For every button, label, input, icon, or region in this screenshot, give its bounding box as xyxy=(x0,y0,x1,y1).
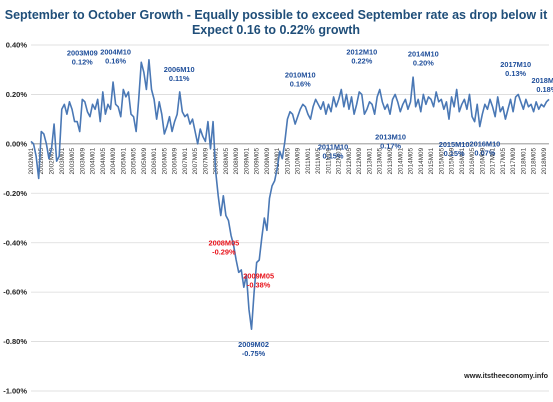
x-tick-label: 2015M01 xyxy=(428,147,435,174)
x-tick-label: 2016M05 xyxy=(469,147,476,174)
x-axis-ticks: 2002M01 2002M05 2002M09 2003M01 2003M05 2003M… xyxy=(28,147,548,174)
x-tick-label: 2017M05 xyxy=(500,147,507,174)
annotation-label: 2009M02 xyxy=(238,340,269,349)
annotation-label: 2014M10 xyxy=(408,49,439,58)
y-tick-label: 0.40% xyxy=(6,41,28,50)
x-tick-label: 2018M01 xyxy=(520,147,527,174)
series-line xyxy=(30,59,550,331)
x-tick-label: 2006M01 xyxy=(151,147,158,174)
x-tick-label: 2003M05 xyxy=(69,147,76,174)
x-tick-label: 2016M09 xyxy=(479,147,486,174)
x-tick-label: 2014M01 xyxy=(397,147,404,174)
annotation-label: 2013M10 xyxy=(375,132,406,141)
annotation-value: 0.11% xyxy=(169,74,190,83)
x-tick-label: 2005M05 xyxy=(131,147,138,174)
x-tick-label: 2006M05 xyxy=(161,147,168,174)
annotation-value: -0.75% xyxy=(242,349,266,358)
x-tick-label: 2008M05 xyxy=(223,147,230,174)
x-tick-label: 2002M09 xyxy=(49,147,56,174)
x-tick-label: 2006M09 xyxy=(172,147,179,174)
annotation-label: 2017M10 xyxy=(500,60,531,69)
x-tick-label: 2009M09 xyxy=(264,147,271,174)
series-group xyxy=(30,59,550,331)
annotation-label: 2003M09 xyxy=(67,48,98,57)
x-tick-label: 2016M01 xyxy=(459,147,466,174)
x-tick-label: 2002M05 xyxy=(38,147,45,174)
x-tick-label: 2007M09 xyxy=(202,147,209,174)
chart-subtitle: Expect 0.16 to 0.22% growth xyxy=(192,23,360,37)
y-tick-label: -0.20% xyxy=(3,189,27,198)
x-tick-label: 2009M05 xyxy=(254,147,261,174)
x-tick-label: 2015M05 xyxy=(438,147,445,174)
x-tick-label: 2014M09 xyxy=(418,147,425,174)
annotation-value: 0.07% xyxy=(474,148,495,157)
x-tick-label: 2008M09 xyxy=(233,147,240,174)
x-tick-label: 2002M01 xyxy=(28,147,35,174)
annotation-value: 0.16% xyxy=(290,79,311,88)
x-tick-label: 2018M09 xyxy=(541,147,548,174)
annotation-value: 0.13% xyxy=(505,69,526,78)
x-tick-label: 2010M09 xyxy=(295,147,302,174)
x-tick-label: 2013M01 xyxy=(366,147,373,174)
y-tick-label: 0.00% xyxy=(6,139,28,148)
annotation-label: 2016M10 xyxy=(469,139,500,148)
annotation-value: 0.15% xyxy=(444,149,465,158)
x-tick-label: 2013M09 xyxy=(387,147,394,174)
x-tick-label: 2005M01 xyxy=(120,147,127,174)
annotation-value: 0.12% xyxy=(72,57,93,66)
x-tick-label: 2018M05 xyxy=(531,147,538,174)
annotation-value: 0.20% xyxy=(413,58,434,67)
source-credit: www.itstheeconomy.info xyxy=(463,371,548,380)
x-tick-label: 2012M05 xyxy=(346,147,353,174)
annotation-value: -0.29% xyxy=(212,248,236,257)
annotation-value: 0.15% xyxy=(323,152,344,161)
x-tick-label: 2017M09 xyxy=(510,147,517,174)
annotation-value: 0.17% xyxy=(380,141,401,150)
y-axis-ticks: 0.40% 0.20% 0.00% -0.20% -0.40% -0.60% -0.80% -… xyxy=(3,41,27,396)
x-tick-label: 2004M05 xyxy=(100,147,107,174)
annotation-value: 0.16% xyxy=(105,56,126,65)
chart-title: September to October Growth - Equally po… xyxy=(5,8,548,22)
x-tick-label: 2004M01 xyxy=(90,147,97,174)
annotation-value: 0.22% xyxy=(351,56,372,65)
x-tick-label: 2010M05 xyxy=(284,147,291,174)
y-tick-label: -0.60% xyxy=(3,288,27,297)
x-tick-label: 2017M01 xyxy=(490,147,497,174)
x-tick-label: 2015M09 xyxy=(449,147,456,174)
x-tick-label: 2014M05 xyxy=(408,147,415,174)
y-tick-label: -0.40% xyxy=(3,238,27,247)
x-tick-label: 2009M01 xyxy=(243,147,250,174)
annotation-label: 2008M05 xyxy=(208,239,239,248)
annotation-label: 2010M10 xyxy=(285,70,316,79)
y-tick-label: -0.80% xyxy=(3,337,27,346)
gridlines xyxy=(31,44,549,392)
y-tick-label: 0.20% xyxy=(6,90,28,99)
annotation-label: 2012M10 xyxy=(346,47,377,56)
x-tick-label: 2005M09 xyxy=(141,147,148,174)
x-tick-label: 2007M01 xyxy=(182,147,189,174)
x-tick-label: 2011M05 xyxy=(315,147,322,174)
x-tick-label: 2012M01 xyxy=(336,147,343,174)
annotation-label: 2018M09 xyxy=(531,76,553,85)
x-tick-label: 2013M05 xyxy=(377,147,384,174)
annotation-label: 2015M10 xyxy=(439,140,470,149)
x-tick-label: 2011M09 xyxy=(325,147,332,174)
annotations: 2003M090.12%2004M100.16%2006M100.11%2008… xyxy=(67,47,553,358)
x-tick-label: 2003M01 xyxy=(59,147,66,174)
y-tick-label: -1.00% xyxy=(3,387,27,396)
x-tick-label: 2007M05 xyxy=(192,147,199,174)
annotation-label: 2006M10 xyxy=(164,65,195,74)
annotation-label: 2004M10 xyxy=(100,47,131,56)
x-tick-label: 2012M09 xyxy=(356,147,363,174)
x-tick-label: 2008M01 xyxy=(213,147,220,174)
annotation-value: -0.38% xyxy=(247,280,271,289)
annotation-value: 0.18% xyxy=(536,85,553,94)
annotation-label: 2009M05 xyxy=(243,271,274,280)
x-tick-label: 2004M09 xyxy=(110,147,117,174)
x-tick-label: 2011M01 xyxy=(305,147,312,174)
x-tick-label: 2003M09 xyxy=(79,147,86,174)
annotation-label: 2011M10 xyxy=(318,143,348,152)
